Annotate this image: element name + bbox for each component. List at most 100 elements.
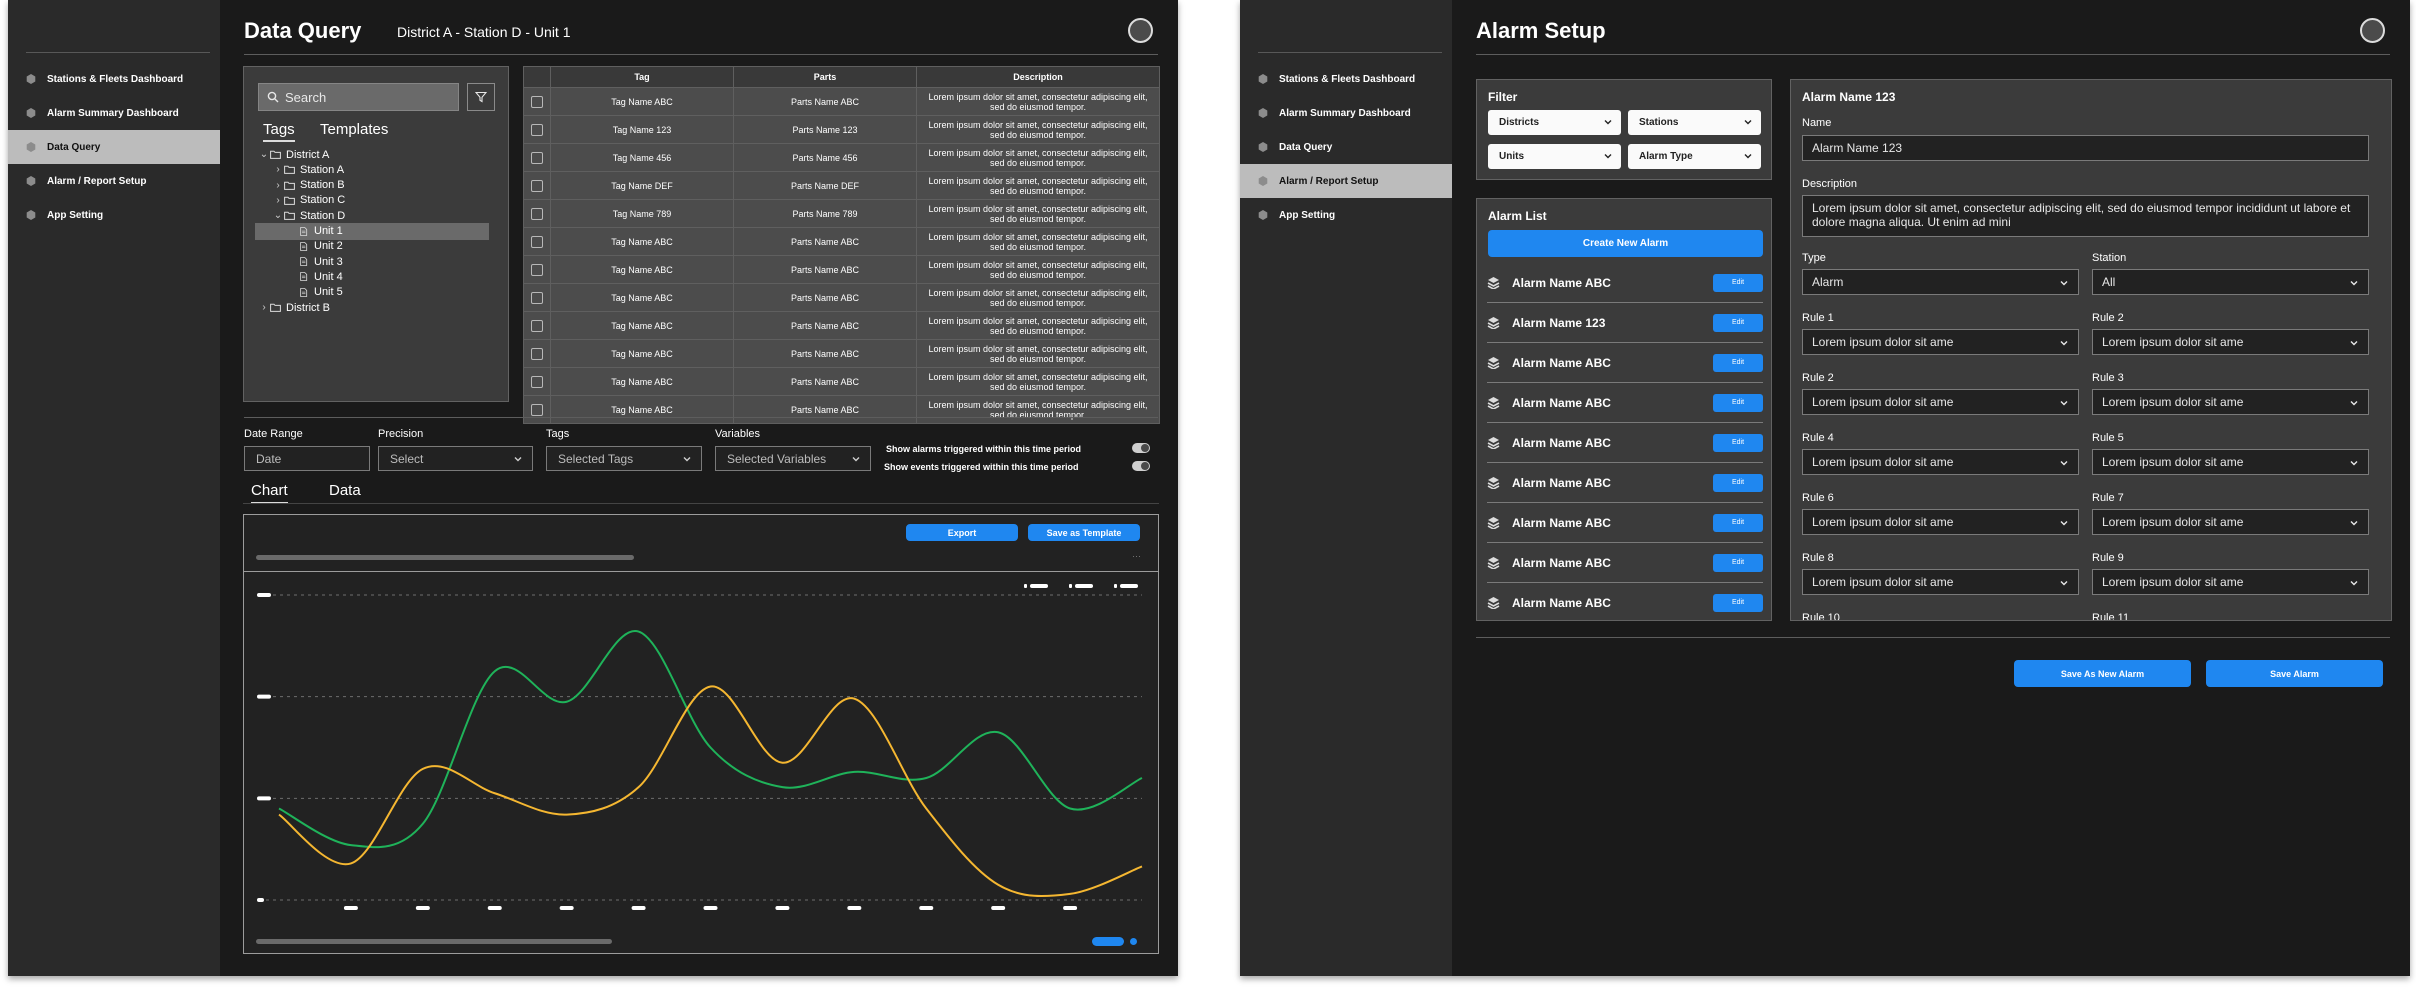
- save-as-new-alarm-button[interactable]: Save As New Alarm: [2014, 660, 2191, 687]
- chevron-right-icon[interactable]: ›: [276, 194, 280, 206]
- station-select[interactable]: All: [2092, 269, 2369, 295]
- zoom-dot[interactable]: [1130, 938, 1137, 945]
- table-row[interactable]: Tag Name ABC Parts Name ABC Lorem ipsum do…: [523, 339, 1160, 368]
- tree-node[interactable]: Unit 4: [255, 268, 489, 285]
- zoom-handle[interactable]: [1092, 937, 1124, 946]
- avatar[interactable]: [1128, 18, 1153, 43]
- rule-select[interactable]: Lorem ipsum dolor sit ame: [1802, 389, 2079, 415]
- table-row[interactable]: Tag Name ABC Parts Name ABC Lorem ipsum do…: [523, 227, 1160, 256]
- table-row[interactable]: Tag Name ABC Parts Name ABC Lorem ipsum do…: [523, 311, 1160, 340]
- alarm-list-item[interactable]: Alarm Name ABC Edit: [1487, 383, 1763, 423]
- row-checkbox[interactable]: [531, 235, 543, 248]
- toggle-events-switch[interactable]: [1132, 461, 1150, 471]
- tree-node[interactable]: › Station C: [255, 192, 489, 209]
- table-row[interactable]: Tag Name 456 Parts Name 456 Lorem ipsum do…: [523, 143, 1160, 172]
- rule-select[interactable]: Lorem ipsum dolor sit ame: [1802, 449, 2079, 475]
- row-checkbox[interactable]: [531, 319, 543, 332]
- table-row[interactable]: Tag Name 123 Parts Name 123 Lorem ipsum do…: [523, 115, 1160, 144]
- filter-button[interactable]: [467, 83, 495, 111]
- row-checkbox[interactable]: [531, 123, 543, 136]
- table-row[interactable]: Tag Name ABC Parts Name ABC Lorem ipsum do…: [523, 87, 1160, 116]
- edit-button[interactable]: Edit: [1713, 433, 1763, 452]
- save-alarm-button[interactable]: Save Alarm: [2206, 660, 2383, 687]
- rule-select[interactable]: Lorem ipsum dolor sit ame: [1802, 329, 2079, 355]
- tree-node[interactable]: Unit 3: [255, 253, 489, 270]
- row-checkbox[interactable]: [531, 375, 543, 388]
- edit-button[interactable]: Edit: [1713, 513, 1763, 532]
- precision-select[interactable]: Select: [378, 446, 533, 471]
- stations-dropdown[interactable]: Stations: [1628, 110, 1761, 135]
- edit-button[interactable]: Edit: [1713, 393, 1763, 412]
- row-checkbox[interactable]: [531, 179, 543, 192]
- units-dropdown[interactable]: Units: [1488, 144, 1621, 169]
- rule-select[interactable]: Lorem ipsum dolor sit ame: [2092, 509, 2369, 535]
- chevron-right-icon[interactable]: ›: [262, 302, 266, 313]
- variables-select[interactable]: Selected Variables: [715, 446, 871, 471]
- more-icon[interactable]: ⋯: [1132, 551, 1141, 561]
- sidebar-item-data-query[interactable]: Data Query: [8, 130, 220, 164]
- tree-node[interactable]: Unit 2: [255, 238, 489, 255]
- tree-node[interactable]: Unit 1: [255, 222, 489, 240]
- sidebar-item-alarm-report-setup[interactable]: Alarm / Report Setup: [8, 164, 220, 198]
- table-row[interactable]: Tag Name ABC Parts Name ABC Lorem ipsum do…: [523, 367, 1160, 396]
- table-row[interactable]: Tag Name ABC Parts Name ABC Lorem ipsum do…: [523, 283, 1160, 312]
- edit-button[interactable]: Edit: [1713, 313, 1763, 332]
- tab-templates[interactable]: Templates: [320, 121, 389, 138]
- tree-node[interactable]: ⌄ Station D: [255, 207, 489, 224]
- tree-node[interactable]: ⌄ District A: [255, 146, 489, 163]
- row-checkbox[interactable]: [531, 263, 543, 276]
- sidebar-item-app-setting[interactable]: App Setting: [1240, 198, 1452, 232]
- chevron-right-icon[interactable]: ›: [276, 179, 280, 191]
- alarm-list-item[interactable]: Alarm Name ABC Edit: [1487, 503, 1763, 543]
- sidebar-item-stations-fleets-dashboard[interactable]: Stations & Fleets Dashboard: [8, 62, 220, 96]
- chevron-down-icon[interactable]: ⌄: [259, 149, 269, 160]
- name-input[interactable]: Alarm Name 123: [1802, 135, 2369, 161]
- table-row[interactable]: Tag Name 789 Parts Name 789 Lorem ipsum do…: [523, 199, 1160, 228]
- sidebar-item-app-setting[interactable]: App Setting: [8, 198, 220, 232]
- chevron-down-icon[interactable]: ⌄: [273, 210, 283, 222]
- toggle-alarms-switch[interactable]: [1132, 443, 1150, 453]
- row-checkbox[interactable]: [531, 347, 543, 360]
- rule-select[interactable]: Lorem ipsum dolor sit ame: [1802, 509, 2079, 535]
- sidebar-item-stations-fleets-dashboard[interactable]: Stations & Fleets Dashboard: [1240, 62, 1452, 96]
- chart-top-scrollbar[interactable]: [256, 555, 634, 560]
- edit-button[interactable]: Edit: [1713, 593, 1763, 612]
- rule-select[interactable]: Lorem ipsum dolor sit ame: [2092, 329, 2369, 355]
- type-select[interactable]: Alarm: [1802, 269, 2079, 295]
- sidebar-item-data-query[interactable]: Data Query: [1240, 130, 1452, 164]
- rule-select[interactable]: Lorem ipsum dolor sit ame: [2092, 449, 2369, 475]
- tree-node[interactable]: Unit 5: [255, 284, 489, 301]
- alarm-list-item[interactable]: Alarm Name ABC Edit: [1487, 343, 1763, 383]
- sidebar-item-alarm-summary-dashboard[interactable]: Alarm Summary Dashboard: [1240, 96, 1452, 130]
- sidebar-item-alarm-summary-dashboard[interactable]: Alarm Summary Dashboard: [8, 96, 220, 130]
- tags-select[interactable]: Selected Tags: [546, 446, 702, 471]
- tree-node[interactable]: › Station B: [255, 177, 489, 194]
- edit-button[interactable]: Edit: [1713, 273, 1763, 292]
- alarm-list-item[interactable]: Alarm Name ABC Edit: [1487, 543, 1763, 583]
- row-checkbox[interactable]: [531, 151, 543, 164]
- chevron-right-icon[interactable]: ›: [276, 164, 280, 176]
- sidebar-item-alarm-report-setup[interactable]: Alarm / Report Setup: [1240, 164, 1452, 198]
- create-new-alarm-button[interactable]: Create New Alarm: [1488, 230, 1763, 257]
- row-checkbox[interactable]: [531, 403, 543, 416]
- edit-button[interactable]: Edit: [1713, 353, 1763, 372]
- alarm-list-item[interactable]: Alarm Name ABC Edit: [1487, 463, 1763, 503]
- rule-select[interactable]: Lorem ipsum dolor sit ame: [2092, 389, 2369, 415]
- chart-bottom-scrollbar[interactable]: [256, 939, 612, 944]
- edit-button[interactable]: Edit: [1713, 473, 1763, 492]
- alarm-list-item[interactable]: Alarm Name ABC Edit: [1487, 583, 1763, 620]
- tab-tags[interactable]: Tags: [263, 121, 295, 142]
- rule-select[interactable]: Lorem ipsum dolor sit ame: [1802, 569, 2079, 595]
- row-checkbox[interactable]: [531, 291, 543, 304]
- alarm-list-item[interactable]: Alarm Name 123 Edit: [1487, 303, 1763, 343]
- save-as-template-button[interactable]: Save as Template: [1028, 524, 1140, 541]
- alarm-list-item[interactable]: Alarm Name ABC Edit: [1487, 423, 1763, 463]
- alarm-type-dropdown[interactable]: Alarm Type: [1628, 144, 1761, 169]
- alarm-list-item[interactable]: Alarm Name ABC Edit: [1487, 263, 1763, 303]
- row-checkbox[interactable]: [531, 95, 543, 108]
- description-textarea[interactable]: Lorem ipsum dolor sit amet, consectetur …: [1802, 195, 2369, 237]
- districts-dropdown[interactable]: Districts: [1488, 110, 1621, 135]
- date-range-input[interactable]: Date: [244, 446, 370, 471]
- rule-select[interactable]: Lorem ipsum dolor sit ame: [2092, 569, 2369, 595]
- export-button[interactable]: Export: [906, 524, 1018, 541]
